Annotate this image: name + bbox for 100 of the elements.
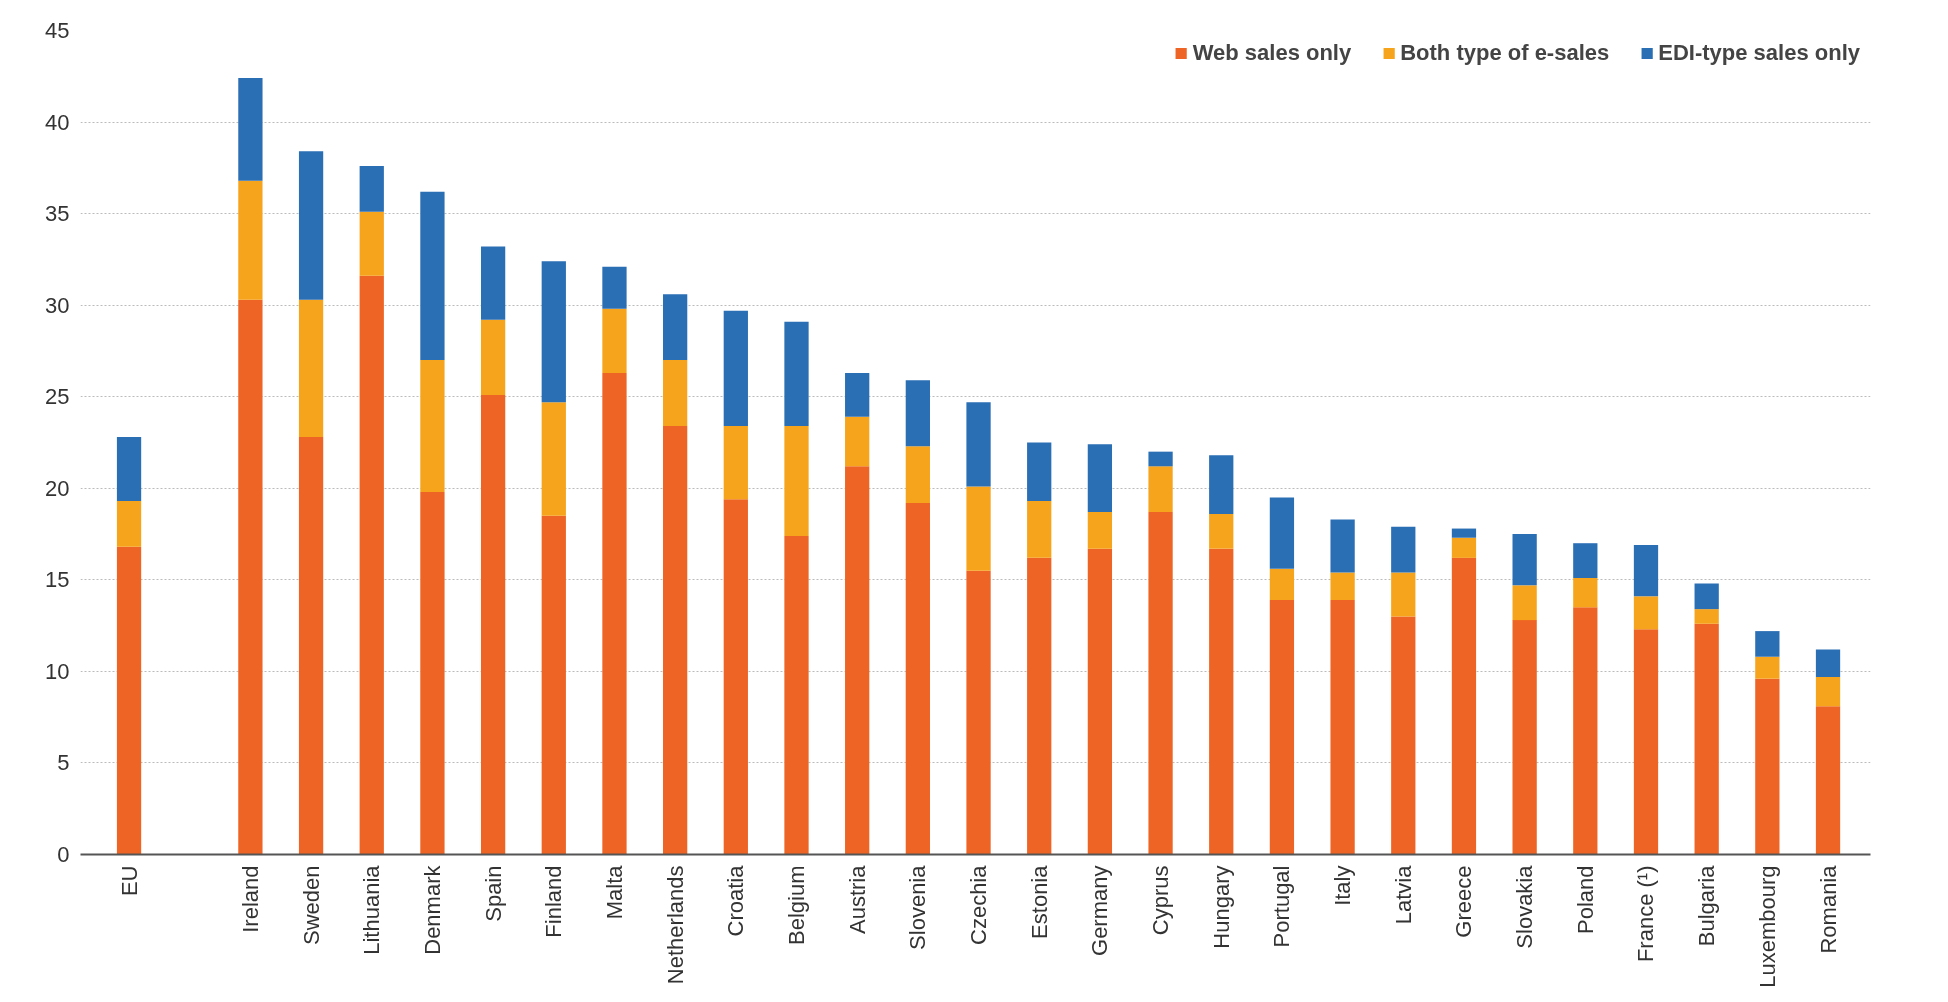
bar xyxy=(1391,526,1416,573)
bar xyxy=(966,486,991,571)
bar xyxy=(1391,572,1416,617)
x-tick-label: Netherlands xyxy=(662,865,688,985)
bar xyxy=(1815,706,1841,855)
x-tick-label: Portugal xyxy=(1269,865,1295,948)
bar xyxy=(1027,501,1052,558)
bar xyxy=(480,394,506,855)
bar xyxy=(1027,442,1052,502)
bar xyxy=(905,502,930,855)
bar xyxy=(1148,466,1173,513)
x-tick-label: Spain xyxy=(480,865,506,922)
bar xyxy=(420,360,445,492)
bar xyxy=(1330,599,1355,855)
y-tick-label: 15 xyxy=(45,567,70,593)
bar xyxy=(1573,543,1598,578)
bar xyxy=(298,151,324,300)
bar xyxy=(359,275,384,855)
bar xyxy=(298,299,324,438)
bar xyxy=(845,416,870,467)
bar xyxy=(966,570,991,855)
bar xyxy=(905,380,930,447)
legend-label: Web sales only xyxy=(1192,40,1352,66)
bar xyxy=(1269,497,1295,569)
y-tick-label: 25 xyxy=(45,384,70,410)
x-tick-label: Czechia xyxy=(966,864,992,945)
bar xyxy=(1512,534,1537,586)
x-tick-label: EU xyxy=(116,865,142,897)
bar xyxy=(1633,629,1659,855)
y-tick-label: 5 xyxy=(57,750,70,776)
bar xyxy=(1209,513,1234,549)
bar xyxy=(480,246,506,320)
x-tick-label: Austria xyxy=(844,864,870,934)
y-tick-label: 10 xyxy=(45,658,70,684)
bar xyxy=(1633,545,1659,597)
bar xyxy=(602,266,627,309)
bar xyxy=(845,372,870,417)
y-tick-label: 35 xyxy=(45,201,70,227)
bar xyxy=(1209,455,1234,514)
bar xyxy=(845,466,870,855)
bar xyxy=(723,426,748,500)
x-tick-label: Germany xyxy=(1087,865,1113,956)
bar xyxy=(541,402,566,516)
bar xyxy=(966,402,991,487)
bar xyxy=(116,501,142,547)
x-tick-label: Poland xyxy=(1572,865,1598,934)
bar xyxy=(1451,537,1477,558)
x-tick-label: Italy xyxy=(1330,865,1356,906)
bar xyxy=(116,437,142,502)
bar xyxy=(784,426,809,536)
x-tick-label: Slovakia xyxy=(1512,864,1538,949)
x-tick-label: Sweden xyxy=(298,865,324,945)
bar xyxy=(663,426,688,855)
bar xyxy=(1512,585,1537,621)
x-tick-label: Luxembourg xyxy=(1754,865,1780,988)
bar xyxy=(359,211,384,276)
x-tick-label: Finland xyxy=(541,865,567,938)
bar xyxy=(1087,548,1113,855)
bar xyxy=(420,191,445,361)
bar xyxy=(238,299,263,855)
bar xyxy=(1148,451,1173,467)
bar xyxy=(1330,572,1355,600)
x-tick-label: Latvia xyxy=(1390,864,1416,925)
bar xyxy=(1269,599,1295,855)
bar xyxy=(1087,512,1113,549)
x-tick-label: Ireland xyxy=(237,865,263,933)
x-tick-label: Greece xyxy=(1451,865,1477,938)
bar xyxy=(663,294,688,361)
bar xyxy=(723,499,748,855)
bar xyxy=(1815,649,1841,677)
x-tick-label: Belgium xyxy=(784,865,809,945)
x-tick-label: Lithuania xyxy=(359,864,385,955)
bar xyxy=(420,491,445,855)
legend-label: EDI-type sales only xyxy=(1658,40,1860,66)
y-tick-label: 20 xyxy=(45,475,70,501)
bar xyxy=(1815,676,1841,707)
bar xyxy=(1694,609,1719,624)
bar xyxy=(1148,512,1173,855)
bar xyxy=(1209,548,1234,855)
bar xyxy=(602,308,627,373)
legend-label: Both type of e-sales xyxy=(1400,40,1610,66)
bar xyxy=(1391,616,1416,855)
y-tick-label: 45 xyxy=(45,18,70,43)
bar xyxy=(1694,583,1719,610)
bar xyxy=(1633,596,1659,630)
bar xyxy=(541,261,566,403)
bar xyxy=(359,166,384,212)
bar xyxy=(1573,578,1598,608)
bar xyxy=(1512,620,1537,855)
x-tick-label: Denmark xyxy=(419,864,445,955)
bar xyxy=(905,446,930,503)
bar xyxy=(1755,656,1780,679)
bar xyxy=(1755,678,1780,855)
bar xyxy=(784,535,809,855)
bar xyxy=(541,515,566,855)
bar xyxy=(1573,607,1598,855)
x-tick-label: Hungary xyxy=(1208,865,1234,949)
bar xyxy=(298,437,324,855)
bar xyxy=(663,360,688,427)
bar xyxy=(116,546,142,855)
